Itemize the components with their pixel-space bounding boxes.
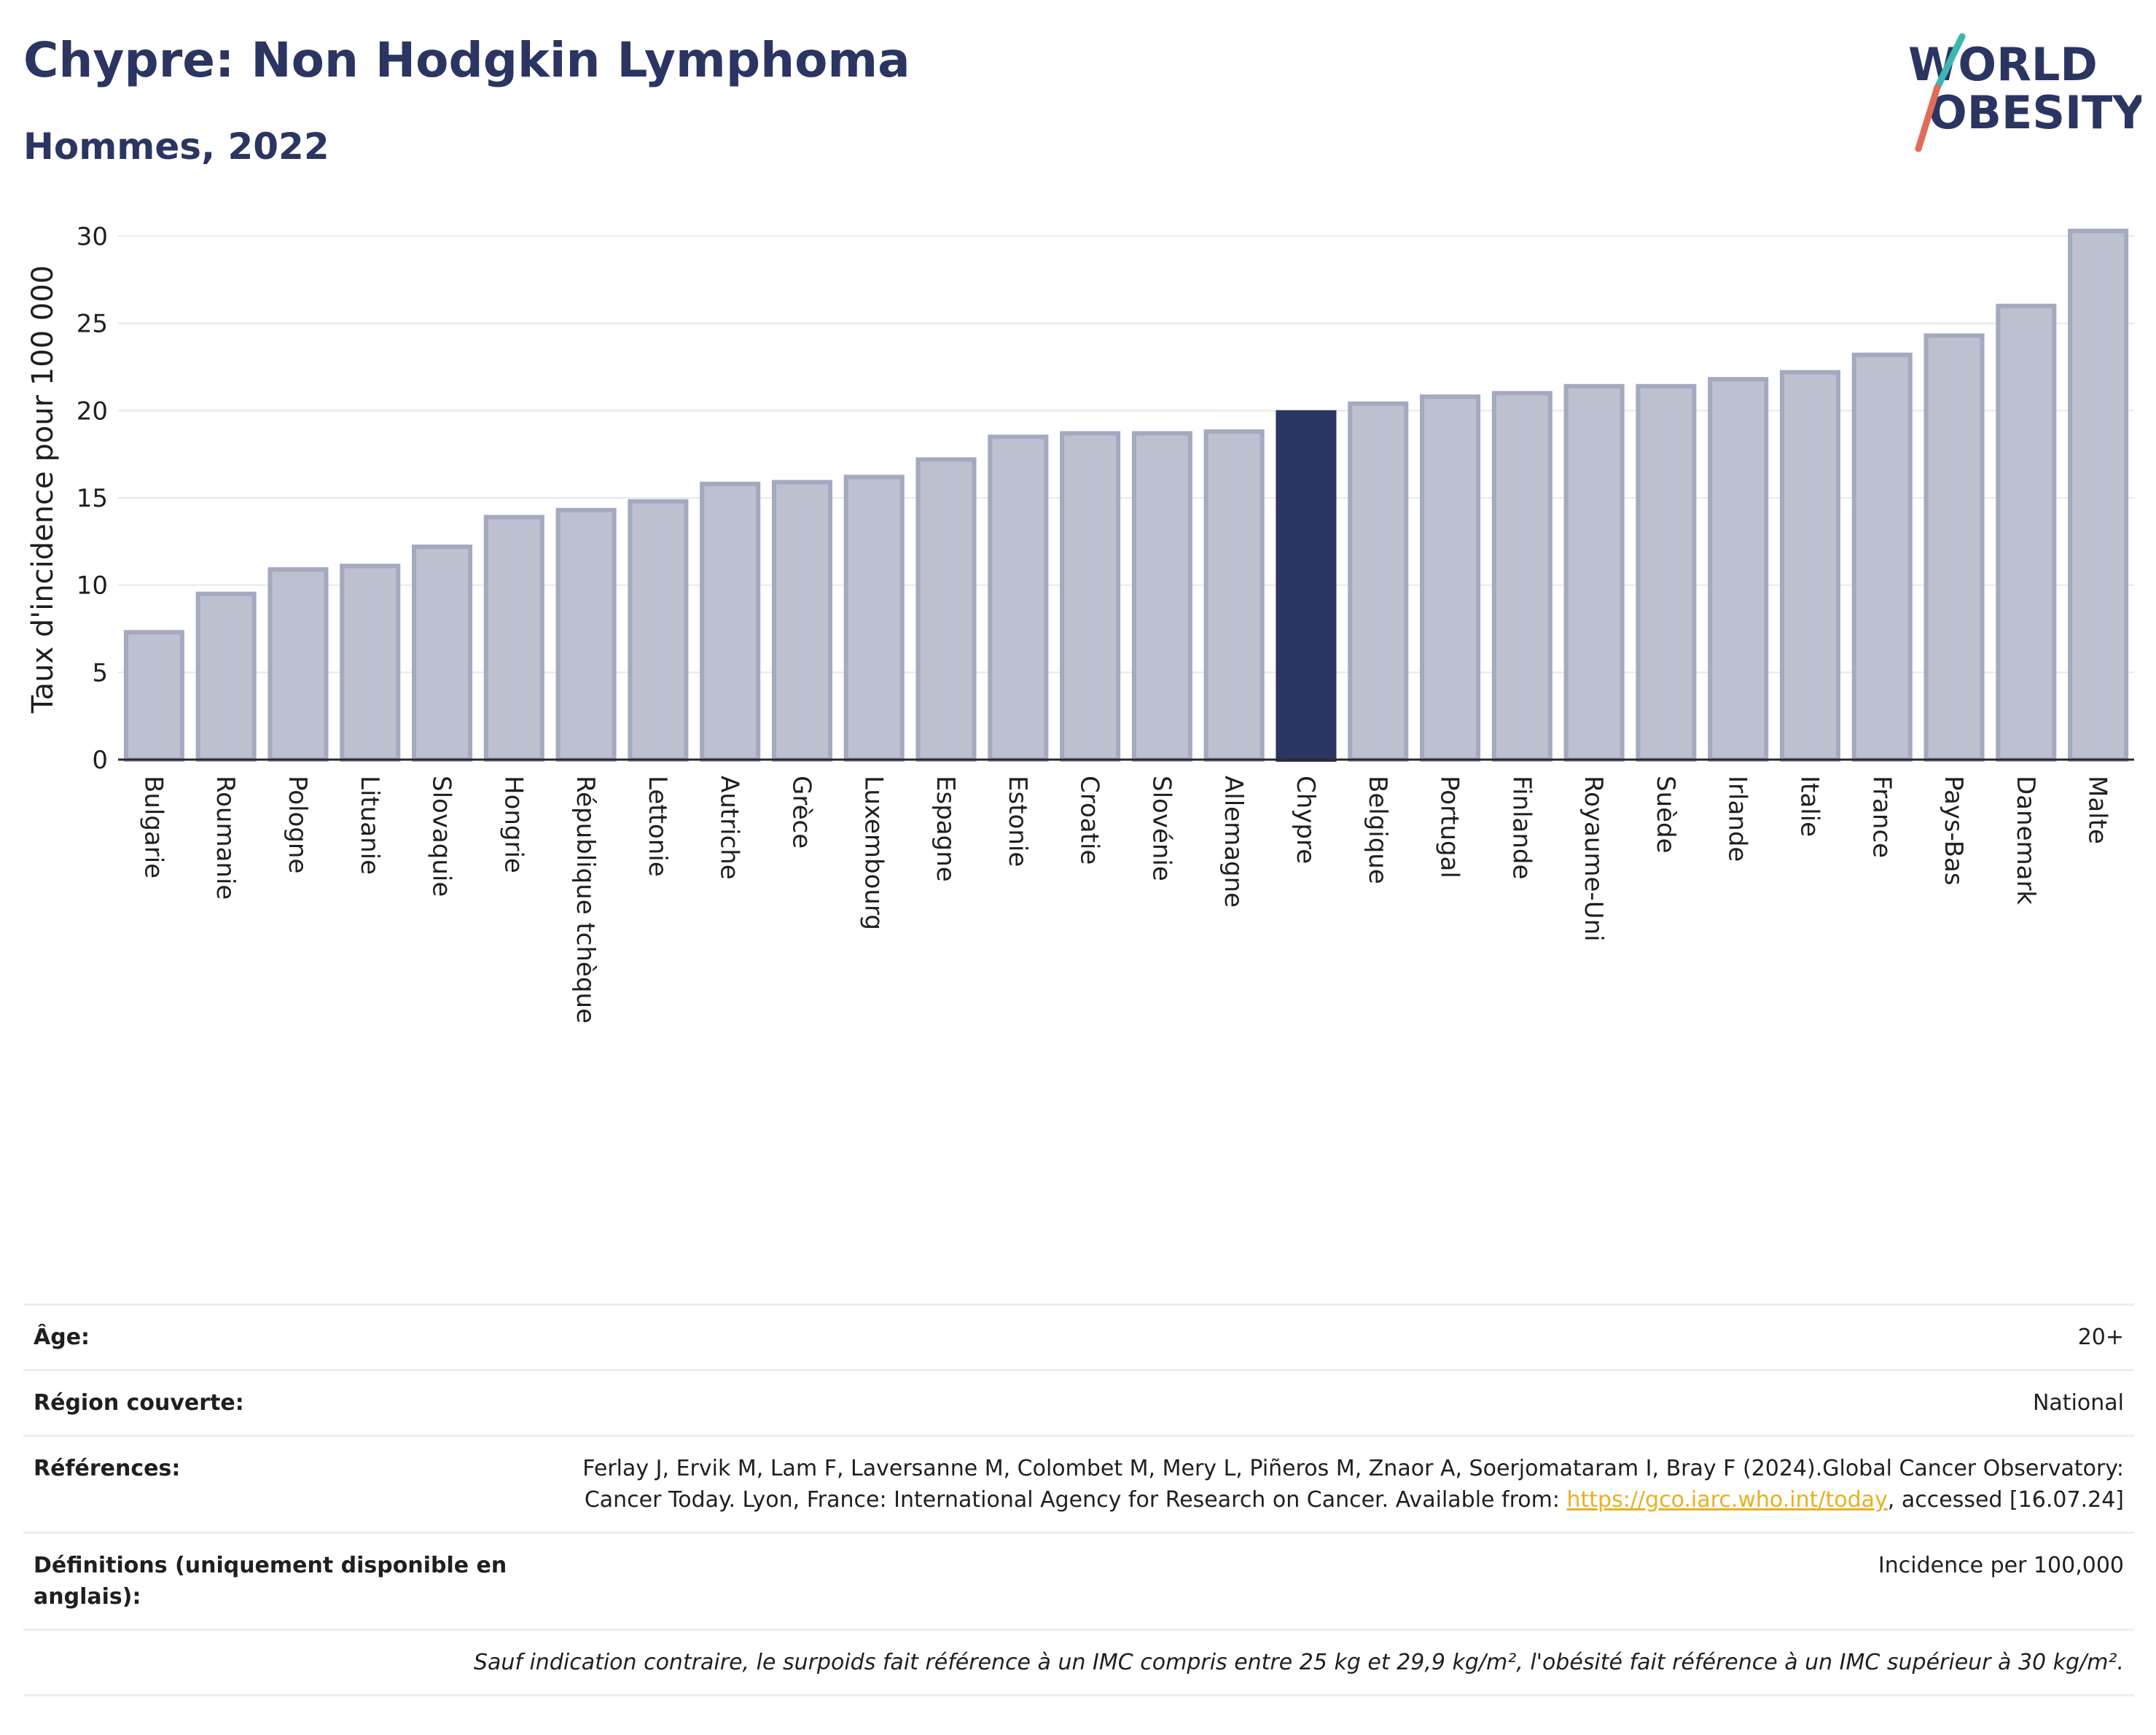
x-tick-label: Allemagne (1219, 776, 1248, 908)
x-tick-label: Autriche (715, 776, 744, 880)
chart-subtitle: Hommes, 2022 (23, 125, 329, 168)
x-tick-label: Grèce (786, 776, 816, 849)
x-tick-label: France (1867, 776, 1896, 858)
bar-slovaquie[interactable] (412, 544, 473, 762)
bar-chypre[interactable] (1276, 410, 1337, 762)
x-tick-label: Hongrie (499, 776, 528, 873)
bar-lituanie[interactable] (340, 564, 401, 762)
x-tick-label: Luxembourg (859, 776, 888, 930)
world-obesity-logo: WORLD OBESITY (1908, 33, 2141, 152)
x-tick-label: Slovaquie (427, 776, 456, 897)
y-tick-label: 25 (77, 310, 108, 339)
meta-label-definitions: Définitions (uniquement disponible en an… (23, 1532, 525, 1631)
x-tick-label: Malte (2083, 776, 2112, 844)
y-ticks: 0 5 10 15 20 25 30 (77, 222, 108, 775)
logo-slash-teal (1934, 33, 1966, 91)
bar-danemark[interactable] (1996, 303, 2057, 762)
footnote: Sauf indication contraire, le surpoids f… (23, 1629, 2134, 1696)
bar-italie[interactable] (1779, 370, 1840, 762)
meta-value-region: National (525, 1369, 2134, 1437)
bar-pologne[interactable] (267, 567, 329, 762)
bar-luxembourg[interactable] (843, 475, 905, 762)
x-tick-label: Portugal (1435, 776, 1464, 878)
meta-label-references: Références: (23, 1435, 525, 1534)
x-tick-label: Pologne (283, 776, 312, 873)
bar-france[interactable] (1851, 352, 1913, 762)
x-tick-label: Roumanie (211, 776, 240, 900)
x-tick-label: Pays-Bas (1939, 776, 1968, 886)
metadata-table: Âge: 20+ Région couverte: National Référ… (23, 1303, 2134, 1696)
y-tick-label: 10 (77, 572, 108, 601)
bar-chart: 0 5 10 15 20 25 30 Bulgarie Roumanie Pologne Litu… (26, 222, 2134, 1024)
x-tick-label: Italie (1794, 776, 1824, 837)
bar-république-tchèque[interactable] (555, 507, 617, 762)
bar-finlande[interactable] (1491, 391, 1552, 762)
y-tick-label: 5 (92, 658, 108, 687)
x-tick-label: Bulgarie (138, 776, 168, 878)
y-tick-label: 15 (77, 484, 108, 513)
x-labels: Bulgarie Roumanie Pologne Lituanie Slovaquie… (138, 776, 2112, 1024)
meta-row-definitions: Définitions (uniquement disponible en an… (23, 1532, 2134, 1631)
bar-belgique[interactable] (1348, 401, 1409, 762)
bar-pays-bas[interactable] (1923, 333, 1985, 762)
x-tick-label: Finlande (1507, 776, 1536, 879)
meta-row-note: Sauf indication contraire, le surpoids f… (23, 1629, 2134, 1696)
bar-croatie[interactable] (1060, 431, 1121, 762)
bar-lettonie[interactable] (628, 499, 689, 762)
reference-link[interactable]: https://gco.iarc.who.int/today (1566, 1487, 1888, 1513)
x-tick-label: Lettonie (643, 776, 672, 877)
x-tick-label: Slovénie (1147, 776, 1176, 881)
meta-row-region: Région couverte: National (23, 1369, 2134, 1437)
x-tick-label: Chypre (1291, 776, 1320, 864)
x-tick-label: République tchèque (571, 776, 600, 1024)
chart-title: Chypre: Non Hodgkin Lymphoma (23, 32, 910, 88)
logo-slash-coral (1915, 84, 1941, 152)
bar-slovénie[interactable] (1131, 431, 1192, 762)
bar-autriche[interactable] (700, 481, 761, 762)
bar-roumanie[interactable] (195, 591, 257, 763)
bar-suède[interactable] (1636, 383, 1697, 762)
y-axis-title: Taux d'incidence pour 100 000 (26, 265, 60, 714)
x-tick-label: Espagne (931, 776, 960, 882)
x-tick-label: Suède (1651, 776, 1680, 854)
meta-label-region: Région couverte: (23, 1369, 525, 1437)
bar-portugal[interactable] (1420, 394, 1481, 762)
x-tick-label: Croatie (1075, 776, 1104, 865)
bar-allemagne[interactable] (1203, 429, 1265, 762)
meta-label-age: Âge: (23, 1303, 525, 1371)
meta-value-age: 20+ (525, 1303, 2134, 1371)
meta-value-references: Ferlay J, Ervik M, Lam F, Laversanne M, … (525, 1435, 2134, 1534)
x-tick-label: Belgique (1363, 776, 1392, 884)
bars (118, 228, 2134, 763)
bar-espagne[interactable] (915, 457, 977, 762)
x-tick-label: Irlande (1723, 776, 1752, 862)
meta-row-age: Âge: 20+ (23, 1303, 2134, 1371)
reference-suffix: , accessed [16.07.24] (1887, 1487, 2124, 1513)
meta-row-references: Références: Ferlay J, Ervik M, Lam F, La… (23, 1435, 2134, 1534)
bar-bulgarie[interactable] (123, 630, 184, 763)
bar-hongrie[interactable] (483, 515, 544, 762)
x-tick-label: Estonie (1003, 776, 1032, 867)
meta-value-definitions: Incidence per 100,000 (525, 1532, 2134, 1631)
x-tick-label: Royaume-Uni (1579, 776, 1608, 942)
bar-grèce[interactable] (771, 480, 832, 762)
bar-estonie[interactable] (988, 434, 1049, 762)
y-tick-label: 0 (92, 746, 108, 775)
x-tick-label: Lituanie (355, 776, 384, 875)
bar-malte[interactable] (2068, 228, 2129, 763)
logo-line-obesity: OBESITY (1929, 86, 2141, 139)
reference-text: Ferlay J, Ervik M, Lam F, Laversanne M, … (582, 1456, 2124, 1513)
y-tick-label: 20 (77, 397, 108, 426)
x-tick-label: Danemark (2011, 776, 2040, 905)
y-tick-label: 30 (77, 222, 108, 252)
bar-royaume-uni[interactable] (1563, 383, 1625, 762)
bar-irlande[interactable] (1708, 377, 1769, 762)
